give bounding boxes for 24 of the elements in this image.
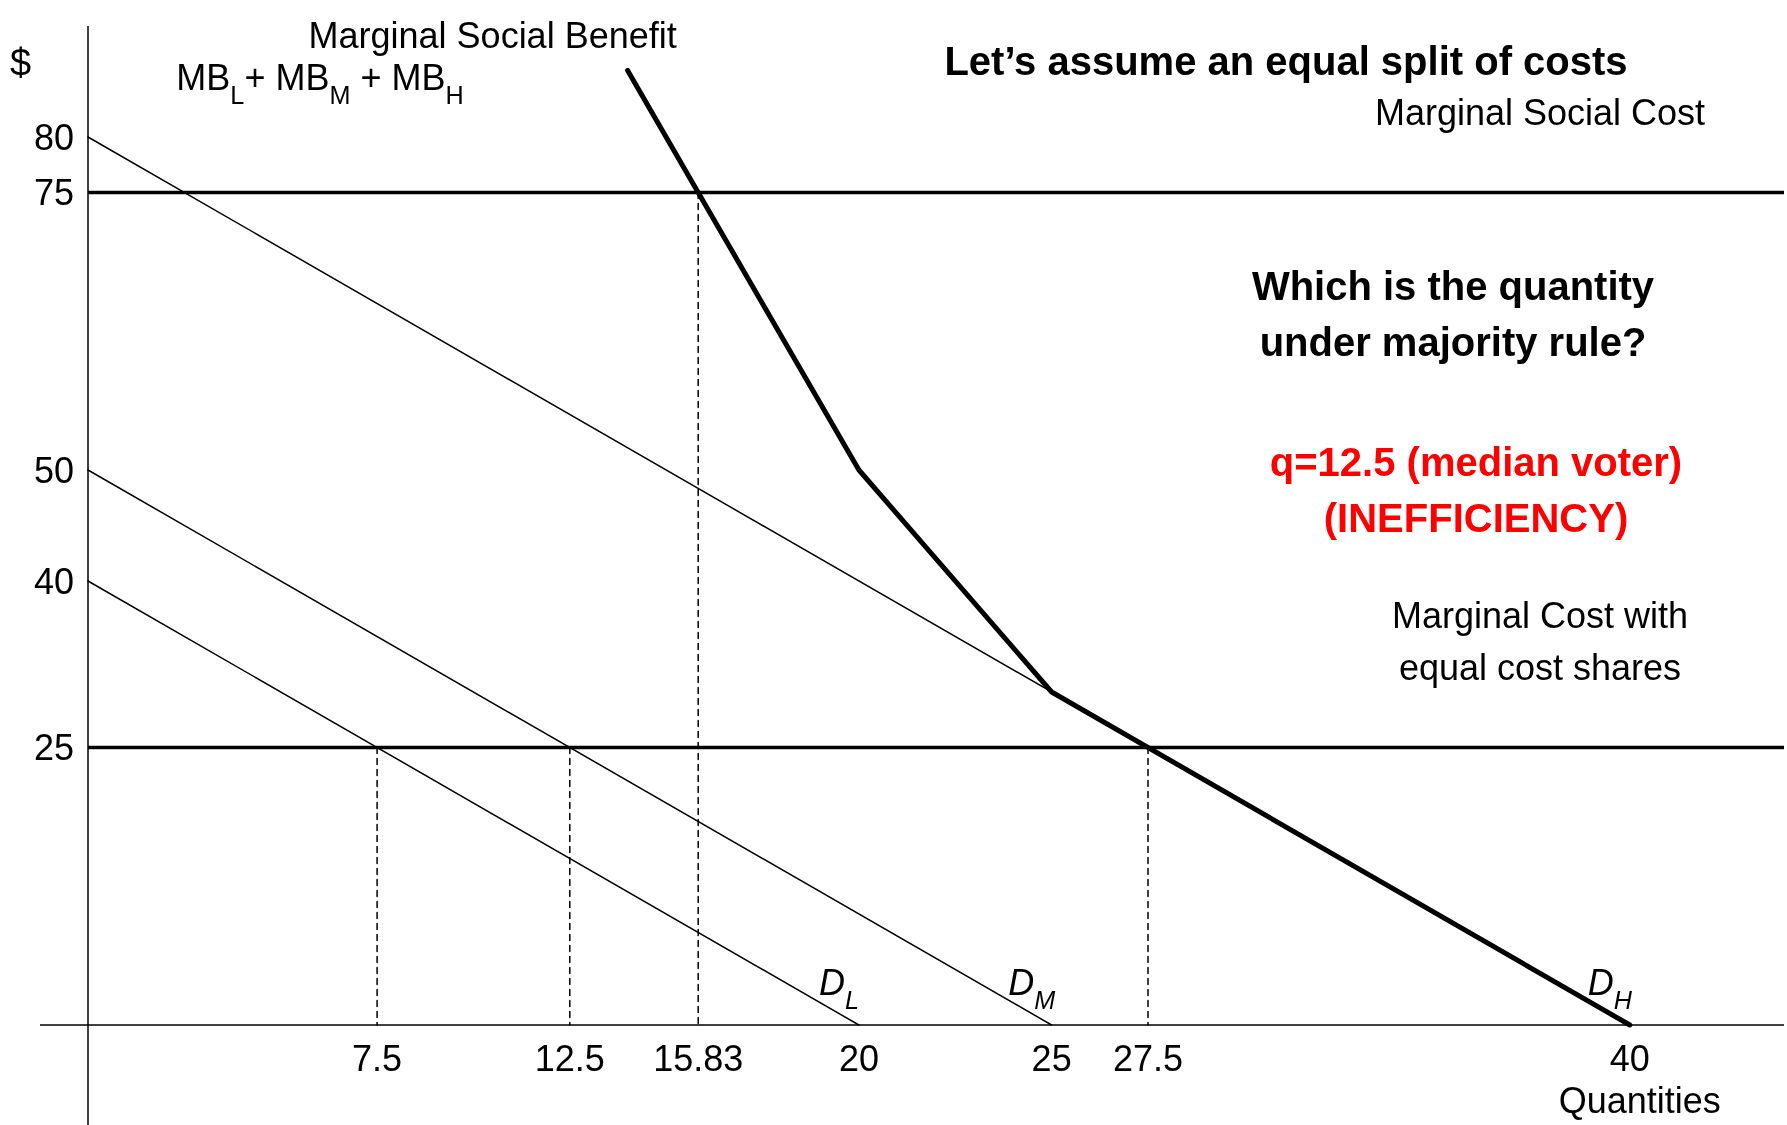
series-label: D$_{L}$ — [818, 962, 859, 1014]
y-tick-label: 25 — [33, 727, 74, 769]
y-axis-title: $ — [10, 42, 32, 84]
y-tick-label: 80 — [33, 116, 74, 158]
series-label: D$_{H}$ — [1587, 962, 1633, 1014]
annotation: Which is the quantity under majority rule? — [1251, 264, 1655, 364]
x-tick-label: 12.5 — [534, 1038, 605, 1079]
series-label: Marginal Social Benefit — [308, 15, 677, 56]
x-tick-label: 7.5 — [352, 1038, 403, 1079]
chart-title: Let’s assume an equal split of costs — [944, 39, 1628, 83]
annotation: MB$_{L}$+ MB$_{M}$ + MB$_{H}$ — [176, 57, 464, 109]
series-label: D$_{M}$ — [1008, 962, 1056, 1014]
y-tick-label: 75 — [33, 172, 74, 214]
y-tick-label: 50 — [33, 449, 74, 491]
x-tick-label: 40 — [1609, 1038, 1650, 1079]
x-tick-label: 20 — [838, 1038, 879, 1079]
ref-line-label: Marginal Social Cost — [1374, 91, 1706, 133]
x-tick-label: 25 — [1031, 1038, 1072, 1079]
x-axis-title: Quantities — [1558, 1080, 1721, 1121]
y-tick-label: 40 — [33, 560, 74, 602]
ref-line-label: Marginal Cost with equal cost shares — [1391, 594, 1689, 688]
annotation: q=12.5 (median voter) (INEFFICIENCY) — [1269, 440, 1683, 540]
x-tick-label: 15.83 — [653, 1038, 744, 1079]
x-tick-label: 27.5 — [1112, 1038, 1184, 1079]
